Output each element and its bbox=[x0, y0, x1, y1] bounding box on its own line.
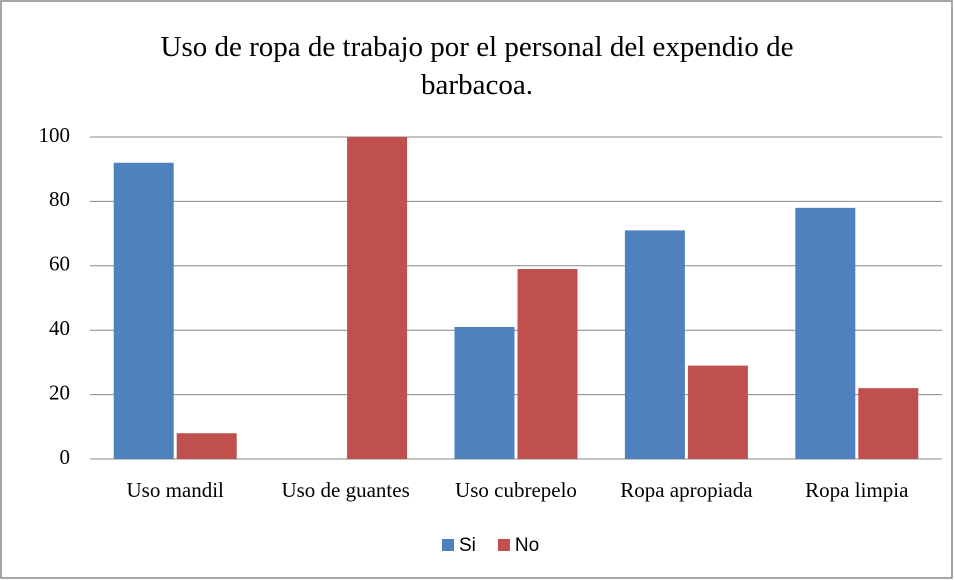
legend-swatch bbox=[497, 539, 510, 551]
legend-label: No bbox=[515, 535, 539, 556]
x-tick-label: Uso de guantes bbox=[281, 478, 409, 502]
y-tick-label: 100 bbox=[39, 123, 71, 147]
bar bbox=[687, 365, 748, 459]
y-tick-label: 40 bbox=[49, 316, 70, 340]
x-tick-label: Uso mandil bbox=[126, 478, 224, 502]
x-tick-label: Ropa limpia bbox=[805, 478, 909, 502]
chart-title: Uso de ropa de trabajo por el personal d… bbox=[160, 31, 794, 101]
bar bbox=[517, 269, 578, 459]
bar bbox=[454, 326, 515, 459]
bar bbox=[347, 137, 408, 459]
bar bbox=[795, 207, 856, 459]
y-tick-label: 20 bbox=[49, 380, 70, 404]
x-tick-label: Ropa apropiada bbox=[620, 478, 753, 502]
legend-label: Si bbox=[459, 535, 476, 556]
y-tick-label: 60 bbox=[49, 252, 70, 276]
bar bbox=[624, 230, 685, 459]
bar bbox=[858, 388, 919, 459]
y-tick-label: 0 bbox=[60, 445, 71, 469]
x-tick-label: Uso cubrepelo bbox=[455, 478, 577, 502]
bar bbox=[176, 433, 237, 459]
bar bbox=[113, 162, 174, 459]
y-tick-label: 80 bbox=[49, 187, 70, 211]
legend-swatch bbox=[442, 539, 454, 551]
